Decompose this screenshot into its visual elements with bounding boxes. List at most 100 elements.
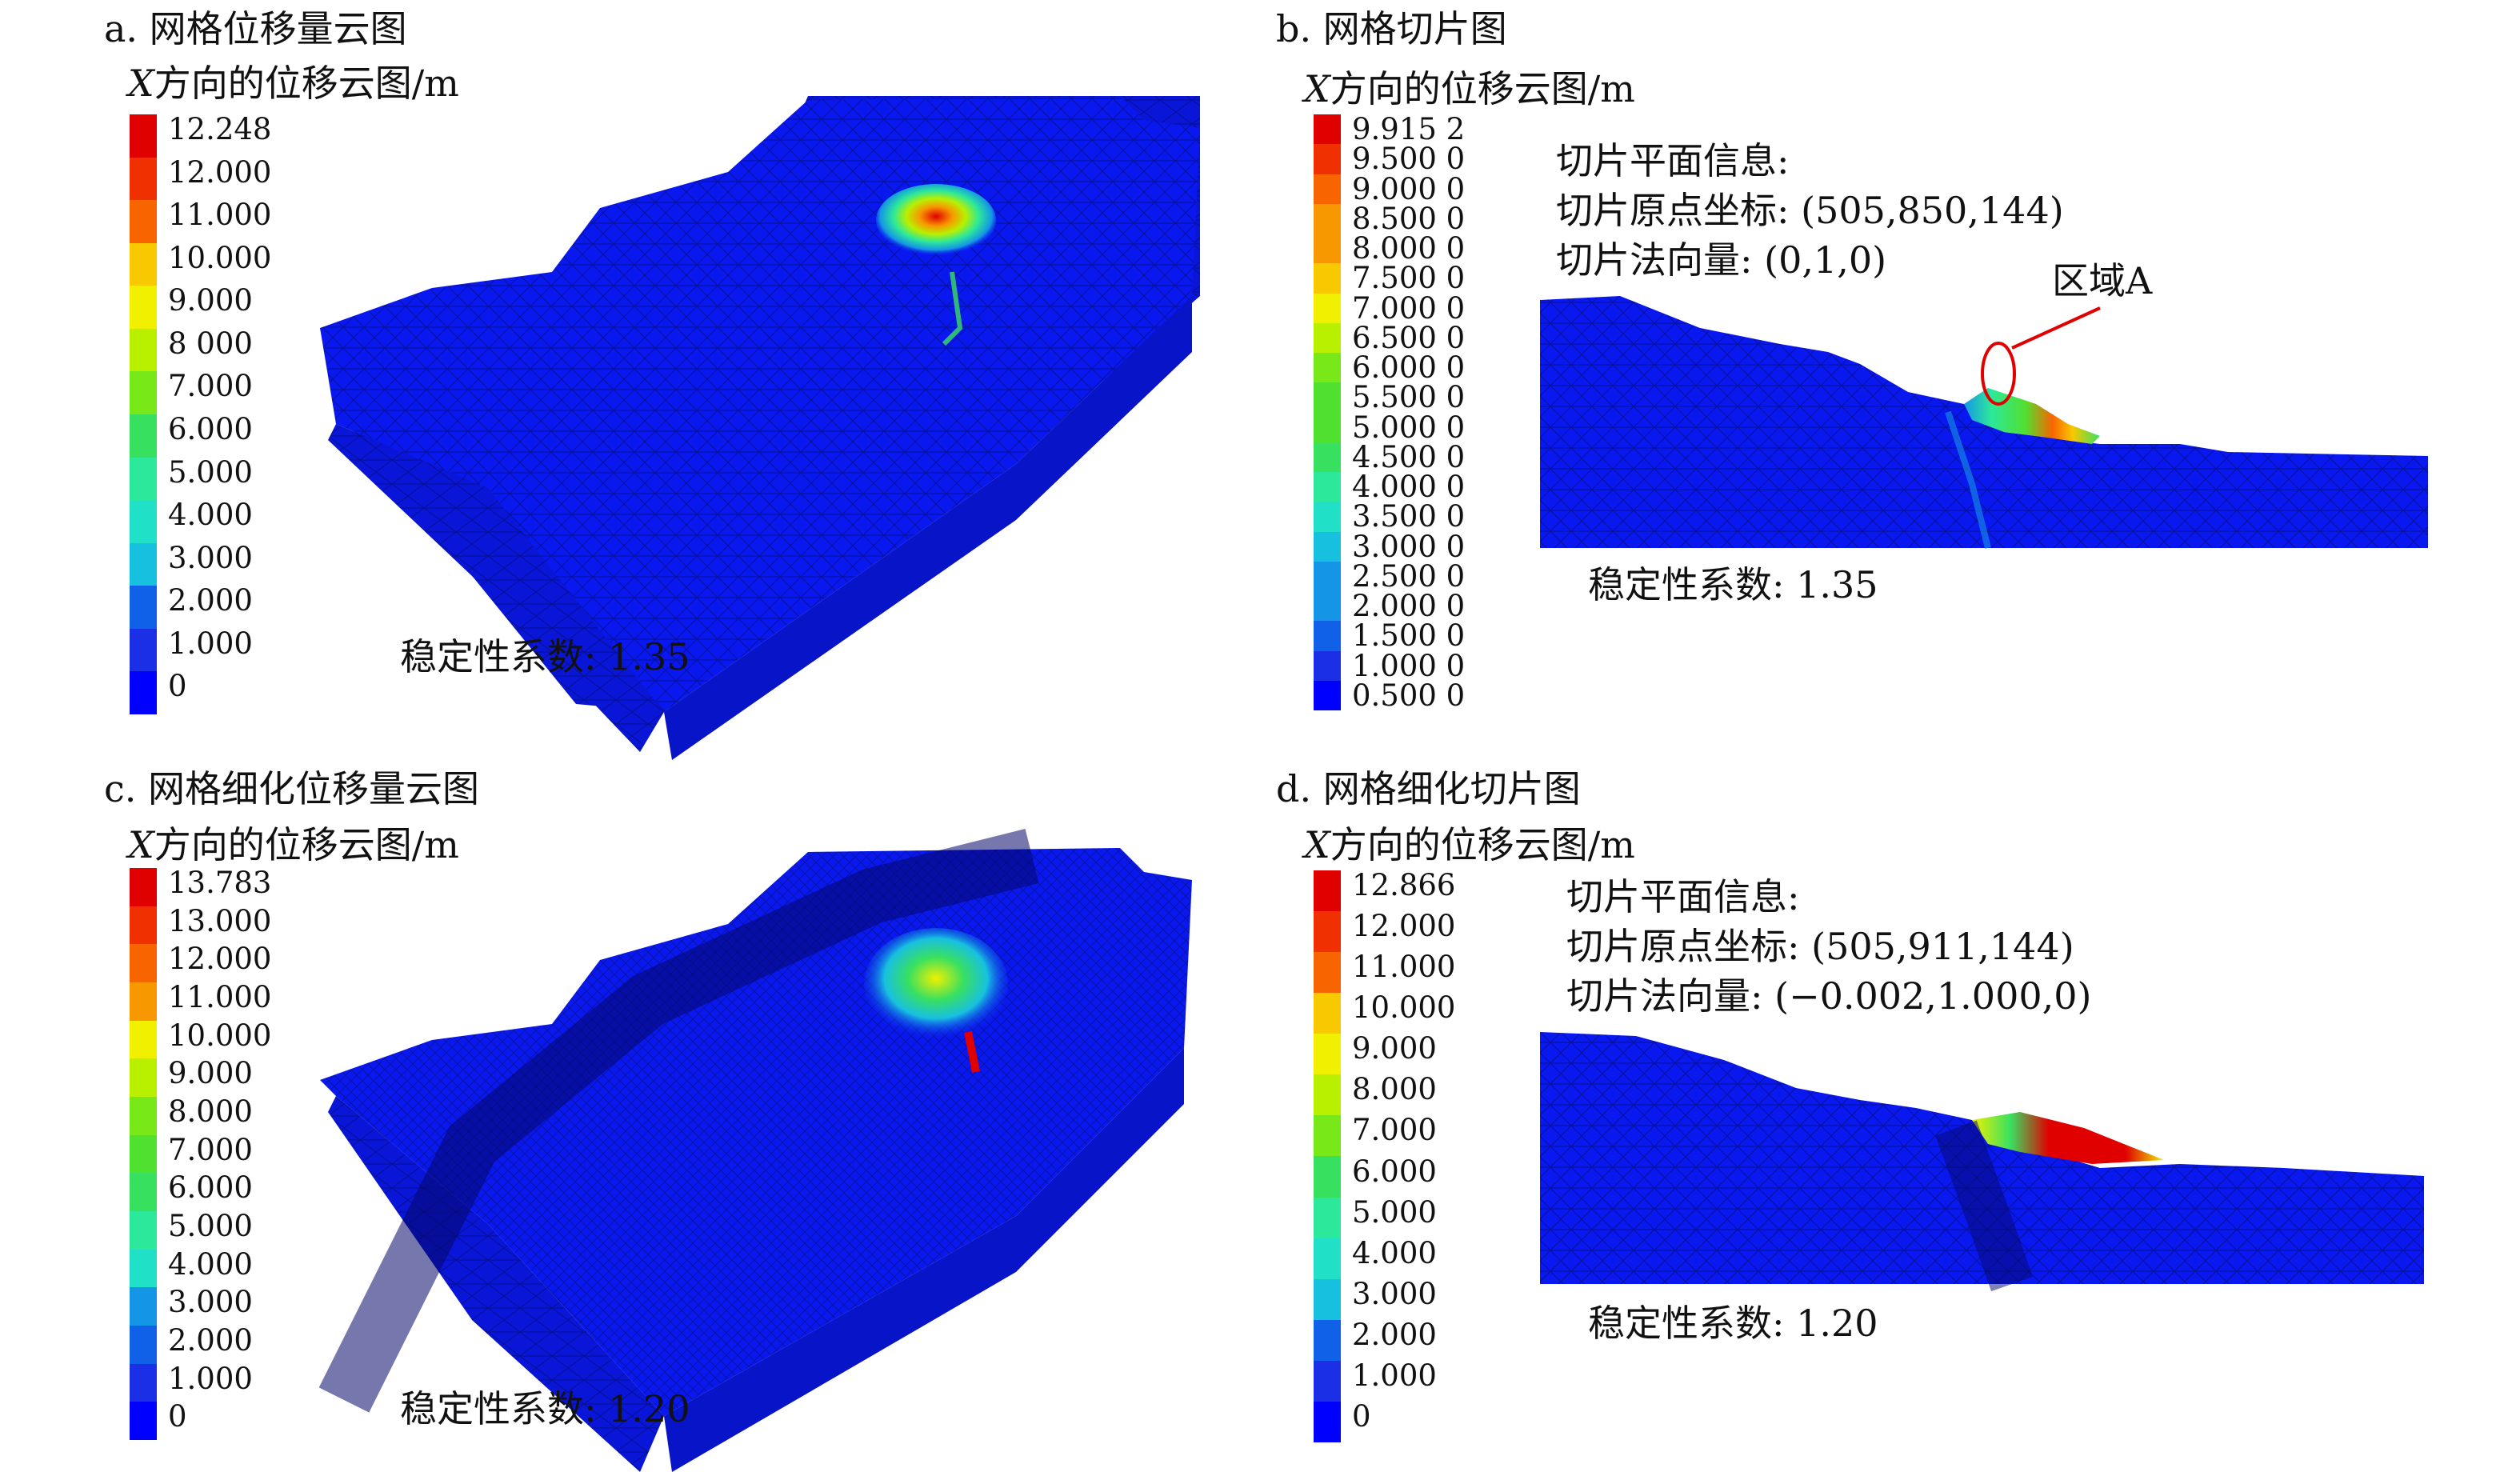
colorbar-a (130, 114, 157, 714)
colorbar-segment (1314, 1034, 1341, 1075)
colorbar-segment (1314, 502, 1341, 532)
colorbar-segment (130, 457, 157, 501)
colorbar-tick-label: 7.500 0 (1352, 261, 1466, 296)
colorbar-segment (1314, 114, 1341, 145)
colorbar-segment (1314, 293, 1341, 323)
panel-c-title: c. 网格细化位移量云图 (104, 767, 480, 810)
colorbar-segment (1314, 322, 1341, 353)
colorbar-segment (1314, 993, 1341, 1034)
colorbar-b (1314, 114, 1341, 710)
colorbar-tick-label: 9.000 (1352, 1031, 1437, 1066)
colorbar-tick-label: 2.000 (1352, 1317, 1437, 1352)
colorbar-segment (130, 1287, 157, 1326)
colorbar-segment (1314, 1238, 1341, 1279)
colorbar-segment (1314, 870, 1341, 912)
colorbar-segment (1314, 234, 1341, 264)
colorbar-tick-label: 1.000 (168, 626, 253, 661)
colorbar-segment (1314, 1319, 1341, 1361)
colorbar-tick-label: 8.500 0 (1352, 201, 1466, 236)
colorbar-tick-label: 4.000 0 (1352, 470, 1466, 504)
panel-a-3d-mesh (320, 96, 1200, 760)
panel-c-3d-mesh (318, 829, 1192, 1472)
colorbar-tick-label: 6.000 (1352, 1154, 1437, 1189)
colorbar-d (1314, 870, 1341, 1442)
colorbar-tick-label: 5.500 0 (1352, 380, 1466, 415)
colorbar-tick-label: 12.000 (168, 154, 272, 190)
colorbar-tick-label: 11.000 (168, 980, 272, 1014)
colorbar-segment (1314, 531, 1341, 562)
region-a-label: 区域A (2052, 259, 2153, 302)
colorbar-tick-label: 10.000 (1352, 990, 1456, 1026)
colorbar-tick-label: 9.000 (168, 283, 253, 318)
colorbar-segment (1314, 263, 1341, 294)
colorbar-tick-label: 7.000 0 (1352, 290, 1466, 326)
panel-a-title: a. 网格位移量云图 (104, 7, 407, 50)
colorbar-segment (1314, 1360, 1341, 1402)
slice-origin: 切片原点坐标: (505,911,144) (1566, 925, 2074, 968)
colorbar-tick-label: 4.000 (168, 498, 253, 533)
colorbar-tick-label: 4.000 (168, 1246, 253, 1282)
colorbar-segment (130, 586, 157, 629)
colorbar-tick-label: 3.000 (1352, 1276, 1437, 1311)
colorbar-tick-label: 9.500 0 (1352, 142, 1466, 177)
colorbar-segment (1314, 174, 1341, 204)
colorbar-segment (130, 1325, 157, 1364)
panel-a-stability: 稳定性系数: 1.35 (400, 635, 690, 678)
colorbar-tick-label: 2.000 (168, 1323, 253, 1358)
colorbar-tick-label: 2.000 0 (1352, 589, 1466, 623)
colorbar-tick-label: 9.915 2 (1352, 112, 1466, 146)
colorbar-segment (1314, 680, 1341, 710)
slice-normal: 切片法向量: (−0.002,1.000,0) (1566, 974, 2092, 1018)
colorbar-tick-label: 1.000 0 (1352, 648, 1466, 683)
colorbar-tick-label: 10.000 (168, 240, 272, 275)
colorbar-segment (130, 1134, 157, 1174)
colorbar-segment (130, 1210, 157, 1250)
panel-c-unit-label: X方向的位移云图/m (128, 823, 459, 866)
colorbar-segment (130, 328, 157, 372)
colorbar-segment (130, 982, 157, 1021)
colorbar-segment (1314, 1074, 1341, 1116)
colorbar-tick-label: 5.000 (168, 454, 253, 490)
panel-b-title: b. 网格切片图 (1276, 7, 1507, 50)
colorbar-segment (1314, 1278, 1341, 1320)
colorbar-segment (1314, 1156, 1341, 1198)
colorbar-tick-label: 6.500 0 (1352, 320, 1466, 355)
colorbar-segment (1314, 911, 1341, 953)
colorbar-segment (130, 242, 157, 286)
colorbar-tick-label: 5.000 (168, 1209, 253, 1243)
colorbar-segment (130, 1249, 157, 1288)
colorbar-tick-label: 3.500 0 (1352, 499, 1466, 534)
colorbar-segment (130, 542, 157, 586)
colorbar-segment (1314, 650, 1341, 681)
colorbar-segment (1314, 621, 1341, 651)
colorbar-segment (1314, 203, 1341, 234)
colorbar-segment (1314, 412, 1341, 442)
colorbar-tick-label: 9.000 (168, 1056, 253, 1091)
colorbar-segment (130, 628, 157, 672)
colorbar-segment (130, 944, 157, 982)
colorbar-tick-label: 0 (1352, 1398, 1371, 1434)
colorbar-segment (130, 371, 157, 414)
slice-normal: 切片法向量: (0,1,0) (1556, 238, 1887, 282)
colorbar-tick-label: 2.500 0 (1352, 558, 1466, 594)
colorbar-segment (1314, 442, 1341, 472)
colorbar-tick-label: 1.500 0 (1352, 618, 1466, 654)
colorbar-tick-label: 3.000 0 (1352, 529, 1466, 564)
panel-b-unit-label: X方向的位移云图/m (1304, 67, 1635, 110)
colorbar-segment (130, 1173, 157, 1211)
colorbar-tick-label: 0 (168, 1399, 187, 1434)
colorbar-tick-label: 12.000 (168, 942, 272, 977)
colorbar-tick-label: 7.000 (168, 369, 253, 404)
colorbar-tick-label: 10.000 (168, 1018, 272, 1053)
colorbar-segment (1314, 952, 1341, 994)
colorbar-tick-label: 11.000 (168, 198, 272, 233)
colorbar-tick-label: 6.000 (168, 1170, 253, 1206)
panel-d-unit-label: X方向的位移云图/m (1304, 823, 1635, 866)
colorbar-tick-label: 3.000 (168, 540, 253, 575)
colorbar-tick-label: 13.783 (168, 866, 272, 900)
colorbar-segment (1314, 382, 1341, 413)
panel-d-slice (1540, 1032, 2424, 1292)
colorbar-tick-label: 8.000 (168, 1094, 253, 1129)
colorbar-tick-label: 6.000 0 (1352, 350, 1466, 385)
colorbar-segment (130, 906, 157, 945)
